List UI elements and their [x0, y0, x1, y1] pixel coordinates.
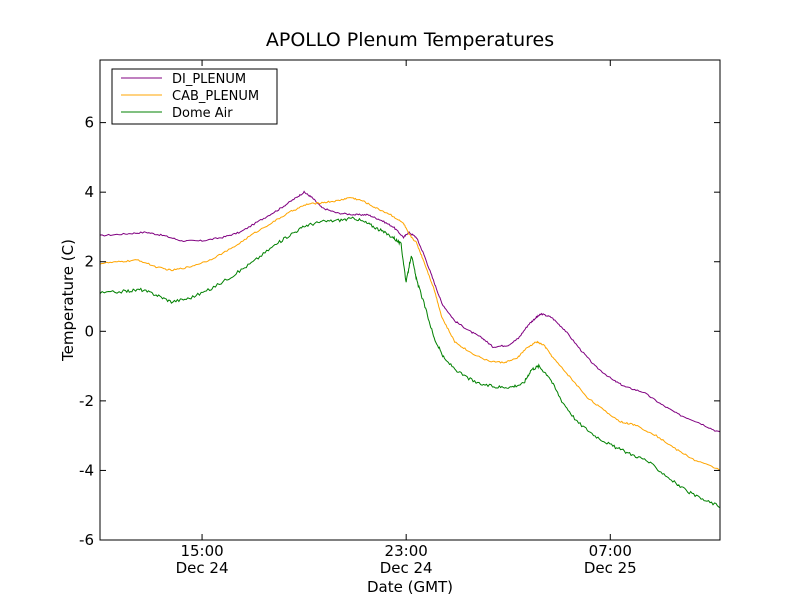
series-line-di-plenum: [100, 190, 720, 433]
series-line-dome-air: [100, 216, 720, 508]
legend-label: DI_PLENUM: [172, 72, 246, 87]
y-tick-label: 6: [84, 114, 94, 132]
plot-area-frame: [99, 59, 721, 541]
x-tick-time-label: 07:00: [589, 542, 632, 560]
legend: DI_PLENUM CAB_PLENUM Dome Air: [111, 68, 278, 125]
y-axis-label: Temperature (C): [59, 239, 77, 362]
y-tick-label: -2: [79, 392, 94, 410]
y-tick-label: -6: [79, 531, 94, 549]
legend-label: CAB_PLENUM: [172, 89, 259, 104]
x-tick-date-label: Dec 25: [584, 559, 637, 577]
x-tick-date-label: Dec 24: [380, 559, 433, 577]
y-tick-label: -4: [79, 461, 94, 479]
x-tick-date-label: Dec 24: [176, 559, 229, 577]
legend-label: Dome Air: [172, 106, 233, 121]
y-tick-label: 2: [84, 253, 94, 271]
x-tick-time-label: 15:00: [180, 542, 223, 560]
y-tick-label: 4: [84, 183, 94, 201]
y-tick-label: 0: [84, 322, 94, 340]
chart-title: APOLLO Plenum Temperatures: [266, 29, 554, 51]
x-tick-time-label: 23:00: [385, 542, 428, 560]
x-axis-label: Date (GMT): [367, 578, 453, 596]
series-line-cab-plenum: [100, 196, 720, 471]
